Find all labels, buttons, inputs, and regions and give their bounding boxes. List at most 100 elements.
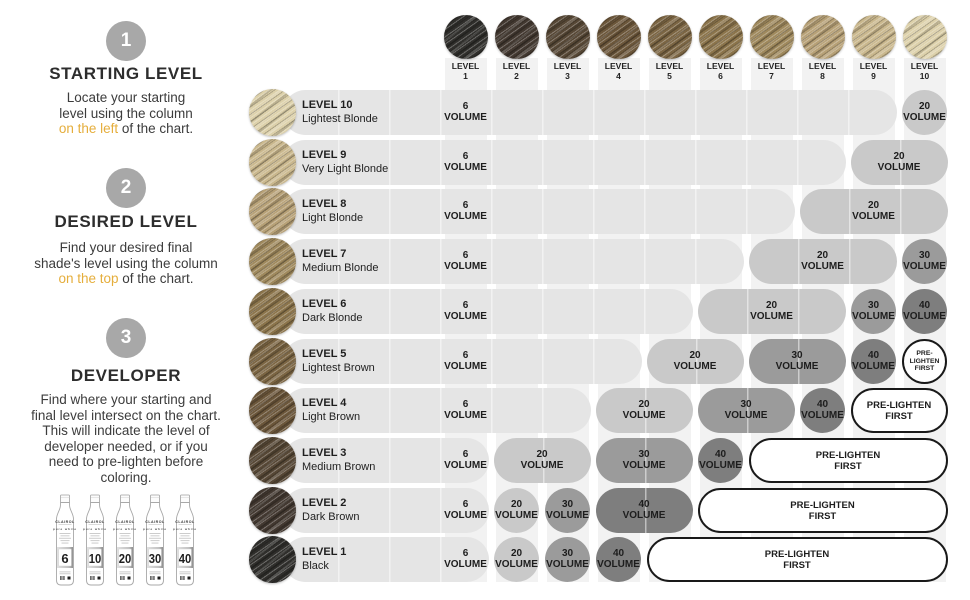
column-header-level-4: LEVEL 4 — [593, 61, 644, 81]
cell-line: VOLUME — [622, 459, 666, 471]
bottle-product: pure white — [173, 527, 197, 531]
description-line: shade's level using the column — [0, 256, 252, 272]
cell-line: VOLUME — [775, 360, 819, 372]
row-level-label: LEVEL 6 — [302, 298, 347, 310]
cell-line: VOLUME — [444, 410, 487, 421]
cell-line: VOLUME — [699, 459, 742, 471]
column-header-line: 2 — [514, 71, 519, 81]
column-header-line: 6 — [718, 71, 723, 81]
cell-40-volume: 40 VOLUME — [800, 388, 845, 433]
cell-line: VOLUME — [495, 558, 538, 570]
column-header-line: LEVEL — [553, 61, 582, 71]
column-header-line: LEVEL — [706, 61, 735, 71]
cell-line: VOLUME — [903, 111, 946, 123]
hair-swatch-header-level-8 — [800, 15, 845, 59]
column-header-level-5: LEVEL 5 — [644, 61, 695, 81]
hair-swatch-row-level-6 — [249, 288, 296, 335]
cell-6-volume: 6 VOLUME — [440, 250, 491, 272]
cell-30-volume: 30 VOLUME — [902, 239, 947, 284]
row-level-label: LEVEL 7 — [302, 248, 347, 260]
row-shade-name: Lightest Blonde — [302, 113, 378, 125]
row-label: LEVEL 3 Medium Brown — [302, 446, 375, 474]
hair-swatch-header-level-10 — [902, 15, 947, 59]
column-header-line: LEVEL — [859, 61, 888, 71]
row-shade-name: Dark Brown — [302, 511, 360, 523]
row-shade-name: Light Blonde — [302, 212, 364, 224]
cell-20-volume: 20 VOLUME — [697, 289, 846, 334]
cell-6-volume: 6 VOLUME — [440, 399, 491, 421]
row-base-bar-level-1 — [283, 537, 489, 582]
cell-line: FIRST — [783, 559, 811, 571]
cell-line: 6 — [462, 300, 469, 311]
plain-text: need to pre-lighten before — [48, 454, 204, 469]
plain-text: shade's level using the column — [34, 255, 218, 271]
row-level-label: LEVEL 1 — [302, 546, 347, 558]
developer-bottle-10: CLAIROL pure white 10 — [83, 494, 106, 586]
cell-line: VOLUME — [750, 310, 793, 322]
cell-6-volume: 6 VOLUME — [440, 200, 491, 222]
cell-line: 40 — [638, 499, 650, 510]
cell-6-volume: 6 VOLUME — [440, 350, 491, 372]
hair-swatch-header-level-1 — [443, 15, 488, 59]
cell-6-volume: 6 VOLUME — [440, 548, 491, 570]
cell-line: VOLUME — [444, 361, 487, 372]
hair-swatch-row-level-4 — [249, 387, 296, 434]
row-base-bar-level-3 — [283, 438, 489, 483]
cell-line: 6 — [462, 101, 469, 112]
cell-line: VOLUME — [622, 409, 666, 421]
column-header-level-7: LEVEL 7 — [746, 61, 797, 81]
cell-line: VOLUME — [444, 211, 487, 222]
row-level-label: LEVEL 3 — [302, 447, 347, 459]
row-shade-name: Lightest Brown — [302, 362, 375, 374]
row-level-label: LEVEL 9 — [302, 149, 347, 161]
cell-line: PRE-LIGHTEN — [790, 499, 855, 511]
cell-30-volume: 30 VOLUME — [851, 289, 896, 334]
cell-line: PRE- — [916, 350, 933, 358]
cell-line: 30 — [561, 548, 574, 559]
cell-line: 40 — [714, 449, 727, 460]
cell-40-volume: 40 VOLUME — [902, 289, 947, 334]
step-2-badge: 2 — [106, 168, 146, 208]
row-label: LEVEL 1 Black — [302, 545, 346, 573]
hair-swatch-header-level-7 — [749, 15, 794, 59]
cell-line: 30 — [561, 499, 574, 510]
column-header-line: LEVEL — [757, 61, 786, 71]
cell-30-volume: 30 VOLUME — [545, 537, 590, 582]
hair-swatch-row-level-5 — [249, 338, 296, 385]
cell-line: VOLUME — [852, 360, 895, 372]
cell-line: 30 — [740, 399, 752, 410]
bottle-volume-number: 10 — [89, 551, 102, 566]
cell-line: VOLUME — [801, 260, 844, 272]
plain-text: coloring. — [100, 469, 152, 485]
cell-line: 40 — [867, 350, 880, 361]
description-line: Find where your starting and — [0, 392, 252, 408]
cell-line: 40 — [918, 300, 931, 311]
column-header-line: 4 — [616, 71, 621, 81]
cell-line: 40 — [816, 399, 829, 410]
row-shade-name: Very Light Blonde — [302, 163, 389, 175]
cell-line: FIRST — [885, 410, 913, 422]
bottle-volume-number: 20 — [119, 551, 132, 566]
row-label: LEVEL 2 Dark Brown — [302, 496, 359, 524]
cell-line: 6 — [462, 548, 469, 559]
row-shade-name: Dark Blonde — [302, 312, 363, 324]
cell-40-volume: 40 VOLUME — [595, 488, 693, 533]
column-header-line: 7 — [769, 71, 774, 81]
plain-text: of the chart. — [118, 121, 194, 136]
cell-line: VOLUME — [852, 210, 895, 222]
cell-line: VOLUME — [444, 112, 487, 123]
step-2-title: DESIRED LEVEL — [54, 212, 198, 231]
column-header-line: 3 — [565, 71, 570, 81]
bottle-brand: CLAIROL — [55, 520, 75, 524]
cell-30-volume: 30 VOLUME — [545, 488, 590, 533]
cell-6-volume: 6 VOLUME — [440, 101, 491, 123]
cell-30-volume: 30 VOLUME — [697, 388, 795, 433]
cell-line: VOLUME — [597, 558, 640, 570]
cell-line: VOLUME — [444, 311, 487, 322]
description-line: This will indicate the level of — [0, 423, 252, 439]
developer-bottle-6: CLAIROL pure white 6 — [53, 494, 76, 586]
column-header-level-3: LEVEL 3 — [542, 61, 593, 81]
cell-line: VOLUME — [903, 260, 946, 272]
cell-6-volume: 6 VOLUME — [440, 300, 491, 322]
